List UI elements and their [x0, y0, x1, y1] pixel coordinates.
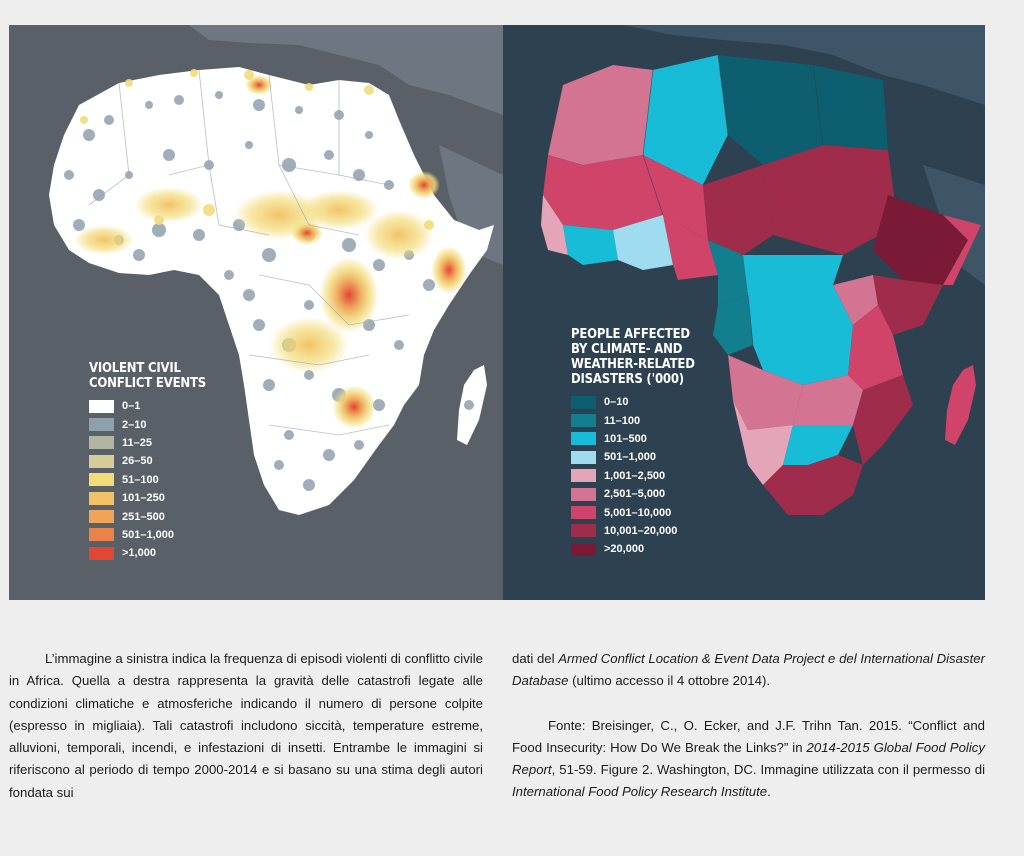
europe-landmass: [189, 25, 503, 115]
region-uganda: [833, 275, 878, 325]
disasters-legend-swatch: [571, 542, 596, 556]
conflict-legend-swatch: [89, 491, 114, 505]
conflict-legend-swatch: [89, 546, 114, 560]
conflict-legend-label: 26–50: [122, 455, 153, 468]
disasters-legend-label: 2,501–5,000: [604, 488, 666, 501]
region-car: [743, 255, 843, 295]
conflict-legend-label: 0–1: [122, 400, 141, 413]
disasters-legend-label: 101–500: [604, 432, 647, 445]
disasters-legend-swatch: [571, 506, 596, 520]
disasters-legend-row: 5,001–10,000: [571, 503, 695, 521]
region-drc: [748, 285, 853, 385]
conflict-events-map: VIOLENT CIVIL CONFLICT EVENTS 0–1 2–10 11–…: [9, 25, 503, 600]
region-sudan: [763, 145, 898, 255]
disasters-legend-row: 2,501–5,000: [571, 485, 695, 503]
region-ethiopia: [873, 195, 968, 285]
caption-source: Fonte: Breisinger, C., O. Ecker, and J.F…: [512, 717, 985, 800]
madagascar-island: [945, 365, 976, 445]
caption-continuation: dati del Armed Conflict Location & Event…: [512, 651, 985, 689]
region-zambia: [793, 375, 863, 425]
region-west-coast-c: [613, 215, 673, 270]
region-cameroon: [708, 240, 748, 305]
region-north-east: [718, 55, 823, 165]
conflict-legend-swatch: [89, 510, 114, 524]
conflict-legend-swatch: [89, 436, 114, 450]
region-kenya: [873, 275, 943, 335]
region-namibia: [733, 400, 793, 485]
region-west-sahel: [543, 155, 663, 230]
disasters-legend-label: 5,001–10,000: [604, 506, 672, 519]
caption-left-column: L’immagine a sinistra indica la frequenz…: [9, 648, 483, 804]
region-angola: [728, 355, 803, 430]
region-congo-west: [713, 295, 753, 355]
disasters-map-graphic: [541, 25, 985, 515]
disasters-legend-swatch: [571, 487, 596, 501]
conflict-legend-row: 0–1: [89, 397, 206, 415]
conflict-legend-row: 101–250: [89, 489, 206, 507]
conflict-legend-row: 251–500: [89, 507, 206, 525]
disasters-legend-swatch: [571, 395, 596, 409]
region-chad: [703, 165, 773, 255]
disasters-legend-row: 0–10: [571, 393, 695, 411]
region-sahel-center: [643, 155, 708, 240]
disasters-legend-swatch: [571, 450, 596, 464]
conflict-legend-items: 0–1 2–10 11–25 26–50 51–100 101–250 251–500 501…: [89, 397, 206, 563]
disasters-legend-label: 0–10: [604, 396, 629, 409]
conflict-legend-label: >1,000: [122, 547, 156, 560]
conflict-legend-swatch: [89, 399, 114, 413]
disasters-map: PEOPLE AFFECTED BY CLIMATE- AND WEATHER-…: [503, 25, 985, 600]
conflict-legend: VIOLENT CIVIL CONFLICT EVENTS 0–1 2–10 11–…: [89, 361, 206, 563]
conflict-legend-row: 501–1,000: [89, 526, 206, 544]
disasters-legend-label: 1,001–2,500: [604, 469, 666, 482]
conflict-legend-row: 26–50: [89, 452, 206, 470]
region-north-center: [643, 55, 728, 185]
region-nigeria: [663, 215, 718, 280]
disasters-legend-label: 10,001–20,000: [604, 524, 678, 537]
europe-landmass: [623, 25, 985, 105]
conflict-legend-label: 251–500: [122, 510, 165, 523]
disasters-legend-row: 501–1,000: [571, 448, 695, 466]
region-south-africa: [763, 455, 863, 515]
disasters-legend-row: 101–500: [571, 430, 695, 448]
conflict-legend-swatch: [89, 528, 114, 542]
disasters-legend: PEOPLE AFFECTED BY CLIMATE- AND WEATHER-…: [571, 327, 695, 559]
conflict-legend-title: VIOLENT CIVIL CONFLICT EVENTS: [89, 361, 206, 391]
disasters-legend-row: 1,001–2,500: [571, 467, 695, 485]
disasters-legend-swatch: [571, 414, 596, 428]
region-northwest: [548, 65, 653, 165]
disasters-legend-label: 11–100: [604, 414, 641, 427]
caption-description: L’immagine a sinistra indica la frequenz…: [9, 651, 483, 800]
region-west-coast-a: [541, 195, 568, 255]
conflict-legend-label: 11–25: [122, 436, 152, 449]
region-tanzania: [848, 305, 903, 390]
region-horn: [943, 215, 981, 285]
region-west-coast-b: [563, 225, 618, 265]
disasters-legend-label: 501–1,000: [604, 451, 656, 464]
conflict-legend-swatch: [89, 473, 114, 487]
region-mozambique: [853, 375, 913, 465]
conflict-legend-label: 2–10: [122, 418, 147, 431]
disasters-legend-title: PEOPLE AFFECTED BY CLIMATE- AND WEATHER-…: [571, 327, 695, 387]
disasters-legend-swatch: [571, 524, 596, 538]
caption-right-column: dati del Armed Conflict Location & Event…: [512, 648, 985, 804]
conflict-legend-row: 11–25: [89, 434, 206, 452]
disasters-legend-swatch: [571, 469, 596, 483]
disasters-legend-row: >20,000: [571, 540, 695, 558]
conflict-legend-swatch: [89, 418, 114, 432]
conflict-legend-label: 501–1,000: [122, 528, 174, 541]
conflict-map-graphic: [49, 25, 503, 515]
conflict-legend-row: >1,000: [89, 544, 206, 562]
conflict-legend-swatch: [89, 454, 114, 468]
conflict-legend-label: 101–250: [122, 492, 165, 505]
conflict-legend-row: 51–100: [89, 471, 206, 489]
conflict-legend-label: 51–100: [122, 473, 159, 486]
disasters-legend-row: 11–100: [571, 411, 695, 429]
region-egypt: [813, 65, 888, 150]
region-botswana: [783, 425, 853, 465]
conflict-legend-row: 2–10: [89, 415, 206, 433]
disasters-legend-row: 10,001–20,000: [571, 522, 695, 540]
disasters-legend-swatch: [571, 432, 596, 446]
disasters-legend-items: 0–10 11–100 101–500 501–1,000 1,001–2,500 2,5…: [571, 393, 695, 559]
disasters-legend-label: >20,000: [604, 543, 645, 556]
